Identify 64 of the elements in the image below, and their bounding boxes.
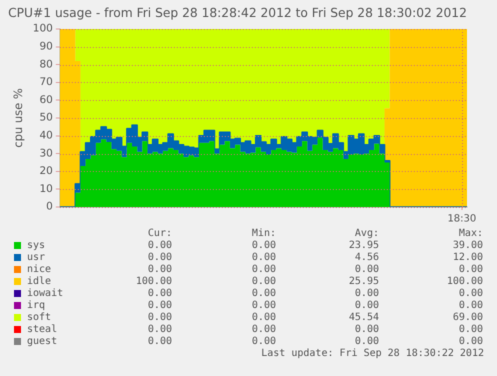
- text: 4.56: [354, 252, 379, 263]
- text: 0.00: [354, 336, 379, 347]
- chart-title: CPU#1 usage - from Fri Sep 28 18:28:42 2012 to Fri Sep 28 18:30:02 2012: [8, 6, 467, 20]
- text: 0.00: [148, 300, 172, 311]
- legend-label: irq: [27, 300, 46, 311]
- text: 0.00: [148, 240, 172, 251]
- y-tick-label: 90: [39, 40, 53, 53]
- y-tick-label: 100: [32, 22, 53, 35]
- legend-label: usr: [27, 252, 46, 263]
- y-tick-label: 50: [39, 112, 53, 124]
- text: 0.00: [252, 252, 276, 263]
- legend-label: soft: [27, 312, 52, 323]
- text: 25.95: [348, 276, 379, 287]
- text: 0.00: [458, 264, 483, 275]
- y-axis-title: cpu use %: [10, 88, 25, 148]
- text: 0.00: [148, 324, 172, 335]
- y-tick-label: 10: [39, 182, 53, 195]
- x-tick-label: 18:30: [447, 214, 476, 225]
- legend-label: iowait: [27, 288, 64, 299]
- y-tick-label: 40: [39, 130, 53, 142]
- text: 0.00: [458, 288, 483, 299]
- text: Min:: [252, 228, 276, 239]
- text: 0.00: [252, 312, 276, 323]
- text: 0.00: [354, 264, 379, 275]
- text: 0.00: [148, 252, 172, 263]
- text: 0.00: [252, 276, 276, 287]
- text: 0.00: [252, 288, 276, 299]
- text: 0.00: [148, 288, 172, 299]
- text: 45.54: [348, 312, 379, 323]
- y-tick-label: 60: [39, 94, 53, 106]
- legend-label: steal: [27, 324, 58, 335]
- y-tick-label: 20: [39, 165, 53, 178]
- text: 0.00: [252, 300, 276, 311]
- text: 12.00: [452, 252, 483, 263]
- text: 0.00: [252, 264, 276, 275]
- y-tick-label: 70: [39, 76, 53, 88]
- legend-label: nice: [27, 264, 52, 275]
- text: 0.00: [354, 288, 379, 299]
- legend-label: idle: [27, 276, 52, 287]
- text: 0.00: [252, 324, 276, 335]
- text: Avg:: [354, 228, 379, 239]
- text: 0.00: [148, 264, 172, 275]
- text: 0.00: [458, 300, 483, 311]
- text: 23.95: [348, 240, 379, 251]
- text: 100.00: [446, 276, 483, 287]
- text: Max:: [458, 228, 483, 239]
- text: 0.00: [148, 336, 172, 347]
- text: 0.00: [252, 336, 276, 347]
- text: 0.00: [252, 240, 276, 251]
- text: 0.00: [458, 336, 483, 347]
- text: 69.00: [452, 312, 483, 323]
- y-tick-label: 30: [39, 147, 53, 160]
- y-tick-label: 80: [39, 58, 53, 70]
- text: 39.00: [452, 240, 483, 251]
- text: 0.00: [458, 324, 483, 335]
- text: 0.00: [148, 312, 172, 323]
- text: Last update: Fri Sep 28 18:30:22 2012: [261, 348, 484, 359]
- y-tick-label: 0: [46, 200, 53, 213]
- text: Cur:: [148, 228, 172, 239]
- text: 0.00: [354, 324, 379, 335]
- legend-label: sys: [27, 240, 46, 251]
- legend-label: guest: [27, 336, 58, 347]
- text: 0.00: [354, 300, 379, 311]
- text: 100.00: [136, 276, 172, 287]
